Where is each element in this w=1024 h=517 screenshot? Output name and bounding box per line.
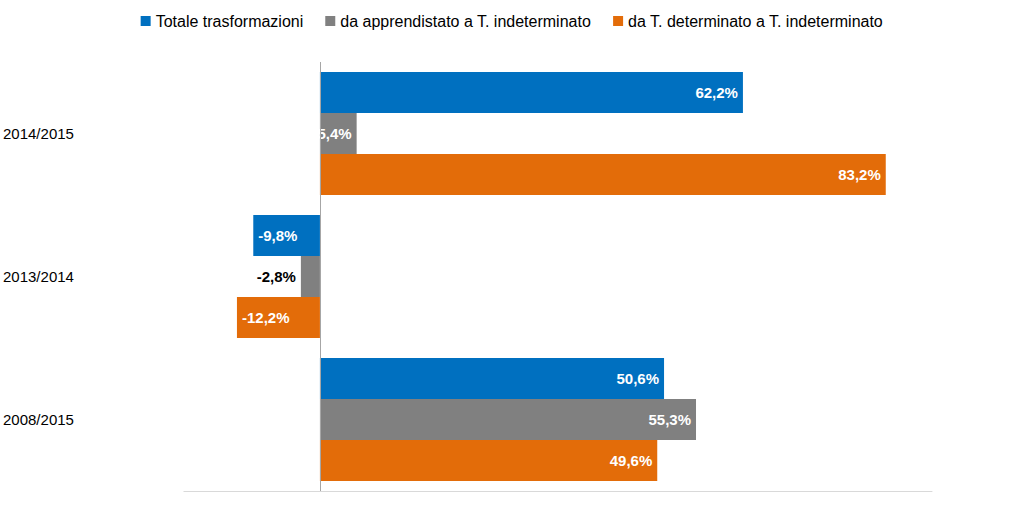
svg-text:50,6%: 50,6% [616,370,659,387]
svg-text:5,4%: 5,4% [317,125,351,142]
svg-text:-12,2%: -12,2% [242,309,290,326]
svg-text:-2,8%: -2,8% [257,268,296,285]
svg-text:2014/2015: 2014/2015 [3,125,74,142]
svg-text:2008/2015: 2008/2015 [3,411,74,428]
svg-text:Totale trasformazioni: Totale trasformazioni [156,13,304,30]
svg-text:83,2%: 83,2% [838,166,881,183]
svg-text:da T. determinato a T. indeter: da T. determinato a T. indeterminato [628,13,883,30]
svg-text:62,2%: 62,2% [695,84,738,101]
svg-text:49,6%: 49,6% [610,452,653,469]
svg-text:2013/2014: 2013/2014 [3,268,74,285]
svg-text:-9,8%: -9,8% [258,227,297,244]
svg-text:da apprendistato a T. indeterm: da apprendistato a T. indeterminato [340,13,591,30]
svg-text:55,3%: 55,3% [648,411,691,428]
